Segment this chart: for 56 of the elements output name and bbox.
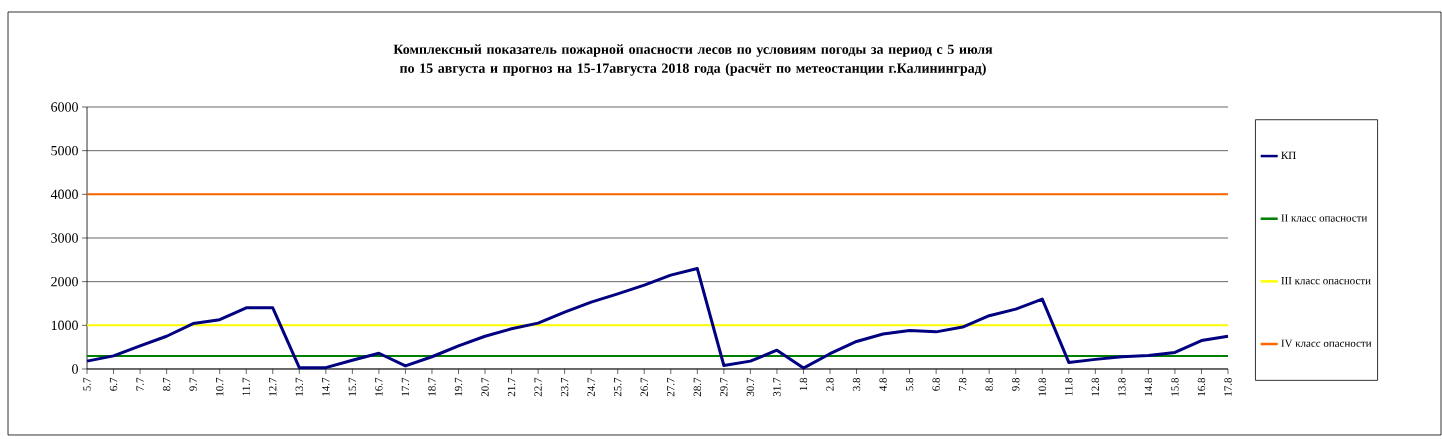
x-tick-label: 14.7 <box>322 377 330 396</box>
x-tick-label: 20.7 <box>481 377 489 397</box>
x-tick-label: 2.8 <box>826 377 834 391</box>
legend-label: IV класс опасности <box>1281 339 1372 348</box>
x-tick-label: 17.8 <box>1224 377 1232 396</box>
x-tick-label: 22.7 <box>534 377 542 397</box>
x-tick-label: 24.7 <box>587 377 595 397</box>
legend-label: II класс опасности <box>1281 214 1368 222</box>
x-tick-label: 4.8 <box>879 377 887 391</box>
x-tick-label: 7.8 <box>958 377 967 391</box>
y-tick-label: 4000 <box>50 189 78 200</box>
y-tick-label: 2000 <box>51 276 78 287</box>
x-tick-label: 26.7 <box>640 377 648 397</box>
x-tick-label: 25.7 <box>614 377 622 397</box>
x-tick-label: 9.8 <box>1012 377 1020 391</box>
x-tick-label: 19.7 <box>454 377 463 396</box>
x-tick-label: 12.8 <box>1091 377 1100 396</box>
x-tick-label: 18.7 <box>428 377 436 396</box>
x-tick-label: 15.7 <box>348 377 357 396</box>
x-tick-label: 13.8 <box>1118 377 1126 396</box>
x-tick-label: 21.7 <box>507 377 516 397</box>
x-tick-label: 31.7 <box>773 377 781 397</box>
x-tick-label: 11.8 <box>1065 377 1073 396</box>
x-tick-label: 6.7 <box>109 377 118 391</box>
x-tick-label: 17.7 <box>401 377 410 396</box>
legend-label: КП <box>1281 151 1296 159</box>
legend-label: III класс опасности <box>1281 277 1371 285</box>
x-tick-label: 5.7 <box>83 377 91 391</box>
x-tick-label: 3.8 <box>852 377 861 391</box>
y-tick-label: 3000 <box>51 233 78 243</box>
y-tick-label: 6000 <box>51 102 78 112</box>
x-tick-label: 16.8 <box>1197 377 1206 396</box>
x-tick-label: 13.7 <box>295 377 303 396</box>
x-tick-label: 14.8 <box>1144 377 1153 396</box>
x-tick-label: 7.7 <box>136 377 144 391</box>
x-tick-label: 9.7 <box>189 377 197 391</box>
x-tick-label: 11.7 <box>242 377 250 396</box>
x-tick-label: 8.8 <box>985 377 993 391</box>
x-tick-label: 16.7 <box>375 377 383 396</box>
x-tick-label: 6.8 <box>932 377 940 391</box>
x-tick-label: 27.7 <box>667 377 675 397</box>
chart-title: Комплексный показатель пожарной опасности лесов по условиям погоды за период с 5 июля по 15 августа и прогноз на 15-17августа 2018 года (расчёт по метеостанции г.Калининград) <box>393 44 993 76</box>
x-tick-label: 5.8 <box>905 377 914 391</box>
x-tick-label: 30.7 <box>746 377 755 397</box>
x-tick-label: 10.7 <box>215 377 224 396</box>
x-tick-label: 12.7 <box>269 377 277 396</box>
x-tick-label: 10.8 <box>1038 377 1046 396</box>
x-tick-label: 29.7 <box>720 377 728 397</box>
y-tick-label: 1000 <box>51 320 78 331</box>
x-tick-label: 15.8 <box>1171 377 1179 396</box>
x-tick-label: 1.8 <box>799 377 808 391</box>
x-tick-label: 23.7 <box>560 377 569 397</box>
y-tick-label: 5000 <box>51 145 78 156</box>
x-tick-label: 28.7 <box>693 377 702 397</box>
x-tick-label: 8.7 <box>162 377 171 391</box>
y-tick-label: 0 <box>72 364 78 374</box>
